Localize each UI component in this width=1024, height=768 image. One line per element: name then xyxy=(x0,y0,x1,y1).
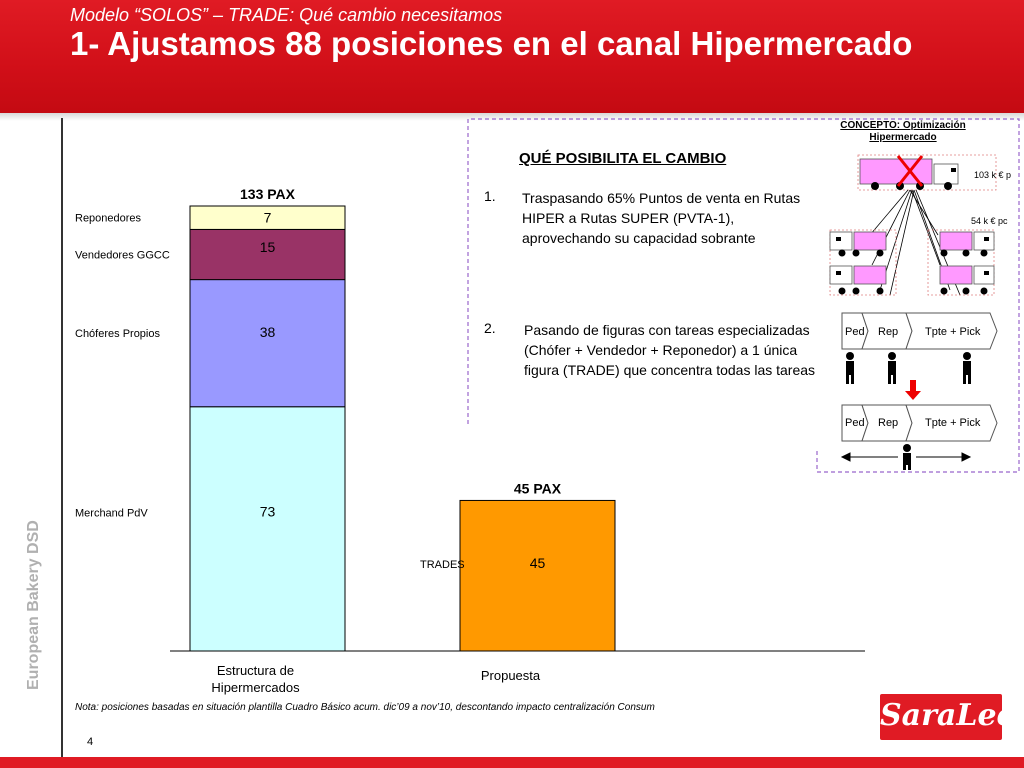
panel-title: QUÉ POSIBILITA EL CAMBIO xyxy=(519,150,727,167)
bar-segment-merchand-pdv xyxy=(189,406,346,652)
double-arrow-icon xyxy=(840,452,972,462)
data-label: 15 xyxy=(260,239,276,255)
person-icon xyxy=(963,352,971,384)
process-step-tpte-pick: Tpte + Pick xyxy=(925,326,981,338)
panel-item-text: Pasando de figuras con tareas especializ… xyxy=(524,322,816,378)
small-truck-cost: 54 k € pc xyxy=(971,216,1008,226)
red-x-icon xyxy=(896,155,924,187)
data-label: 73 xyxy=(260,504,276,520)
header-banner xyxy=(0,0,1024,113)
process-step-ped: Ped xyxy=(845,326,865,338)
small-truck-icon xyxy=(927,229,995,296)
category-label: Estructura de Hipermercados xyxy=(211,663,300,695)
series-label: Vendedores GGCC xyxy=(75,250,170,262)
bar-segment-choferes-propios xyxy=(189,279,346,408)
header-shadow xyxy=(0,113,1024,121)
data-label: 7 xyxy=(264,210,272,226)
concept-diagram xyxy=(829,154,998,470)
series-label: Chóferes Propios xyxy=(75,328,160,340)
small-truck-icon xyxy=(829,229,897,296)
change-panel-border xyxy=(467,118,1020,473)
big-truck-cost: 103 k € p xyxy=(974,170,1012,180)
person-icon xyxy=(846,352,854,384)
person-icon xyxy=(903,444,911,470)
data-label: 38 xyxy=(260,324,276,340)
process-step-tpte-pick: Tpte + Pick xyxy=(925,417,981,429)
footnote: Nota: posiciones basadas en situación pl… xyxy=(75,702,655,713)
person-icon xyxy=(888,352,896,384)
bar-segment-trades xyxy=(459,499,616,652)
bottom-bar xyxy=(0,757,1024,768)
process-step-rep: Rep xyxy=(878,417,899,429)
process-step-ped: Ped xyxy=(845,417,865,429)
series-label: TRADES xyxy=(420,559,465,571)
data-label: 45 xyxy=(530,555,546,571)
bar-segment-vendedores-ggcc xyxy=(189,228,346,281)
sara-lee-logo: SaraLee xyxy=(880,694,1016,740)
concept-title: CONCEPTO: Optimización Hipermercado xyxy=(840,120,966,143)
bar-total-label: 133 PAX xyxy=(240,186,296,202)
down-arrow-icon xyxy=(905,380,921,400)
slide-title: 1- Ajustamos 88 posiciones en el canal H… xyxy=(70,25,913,62)
process-chevrons-bottom xyxy=(841,404,998,442)
sidebar-divider xyxy=(61,118,63,768)
big-truck-icon xyxy=(857,154,997,191)
panel-item-text: Traspasando 65% Puntos de venta en Rutas… xyxy=(522,190,801,246)
series-label: Reponedores xyxy=(75,213,142,225)
bar-total-label: 45 PAX xyxy=(514,480,562,496)
category-label: Propuesta xyxy=(481,668,541,683)
panel-item-number: 1. xyxy=(484,188,496,204)
bar-segment-reponedores xyxy=(189,205,346,230)
slide-subtitle: Modelo “SOLOS” – TRADE: Qué cambio neces… xyxy=(70,5,503,25)
panel-item-number: 2. xyxy=(484,320,496,336)
process-step-rep: Rep xyxy=(878,326,899,338)
series-label: Merchand PdV xyxy=(75,508,148,520)
page-number: 4 xyxy=(87,736,94,748)
process-chevrons-top xyxy=(841,312,998,350)
